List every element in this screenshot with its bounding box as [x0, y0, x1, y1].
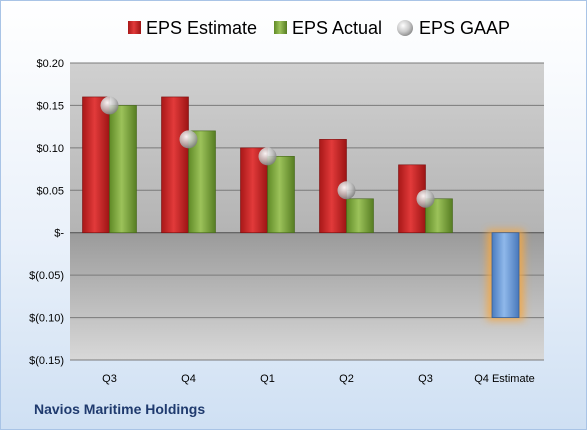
bar-eps-actual: [267, 156, 295, 234]
marker-eps-gaap: [179, 130, 198, 149]
x-tick-label: Q3: [418, 373, 433, 385]
y-tick-label: $0.10: [36, 143, 64, 155]
bar-eps-actual: [188, 130, 216, 234]
y-tick-label: $-: [54, 228, 64, 240]
x-tick-label: Q4 Estimate: [474, 373, 535, 385]
legend-marker-eps-gaap: [397, 20, 413, 36]
marker-eps-gaap: [258, 147, 277, 166]
marker-eps-gaap: [416, 189, 435, 208]
x-tick-label: Q3: [102, 373, 117, 385]
y-tick-label: $(0.05): [29, 270, 64, 282]
legend: EPS Estimate EPS Actual EPS GAAP: [128, 18, 510, 38]
legend-label-eps-gaap: EPS GAAP: [419, 18, 510, 38]
marker-eps-gaap: [337, 181, 356, 200]
legend-label-eps-actual: EPS Actual: [292, 18, 382, 38]
bar-eps-estimate: [161, 96, 189, 234]
bar-eps-estimate: [82, 96, 110, 234]
company-name: Navios Maritime Holdings: [34, 401, 206, 417]
legend-swatch-eps-estimate: [128, 21, 141, 34]
marker-eps-gaap: [100, 96, 119, 115]
bar-eps-actual: [109, 105, 137, 234]
x-tick-label: Q2: [339, 373, 354, 385]
y-tick-label: $0.05: [36, 185, 64, 197]
x-tick-label: Q1: [260, 373, 275, 385]
y-tick-label: $0.20: [36, 58, 64, 70]
bar-q4-estimate: [491, 232, 520, 318]
x-tick-label: Q4: [181, 373, 196, 385]
bar-eps-actual: [346, 198, 374, 234]
plot-area-negative: [70, 232, 544, 360]
y-tick-label: $0.15: [36, 100, 64, 112]
legend-label-eps-estimate: EPS Estimate: [146, 18, 257, 38]
y-tick-label: $(0.15): [29, 355, 64, 367]
legend-swatch-eps-actual: [274, 21, 287, 34]
y-tick-label: $(0.10): [29, 313, 64, 325]
